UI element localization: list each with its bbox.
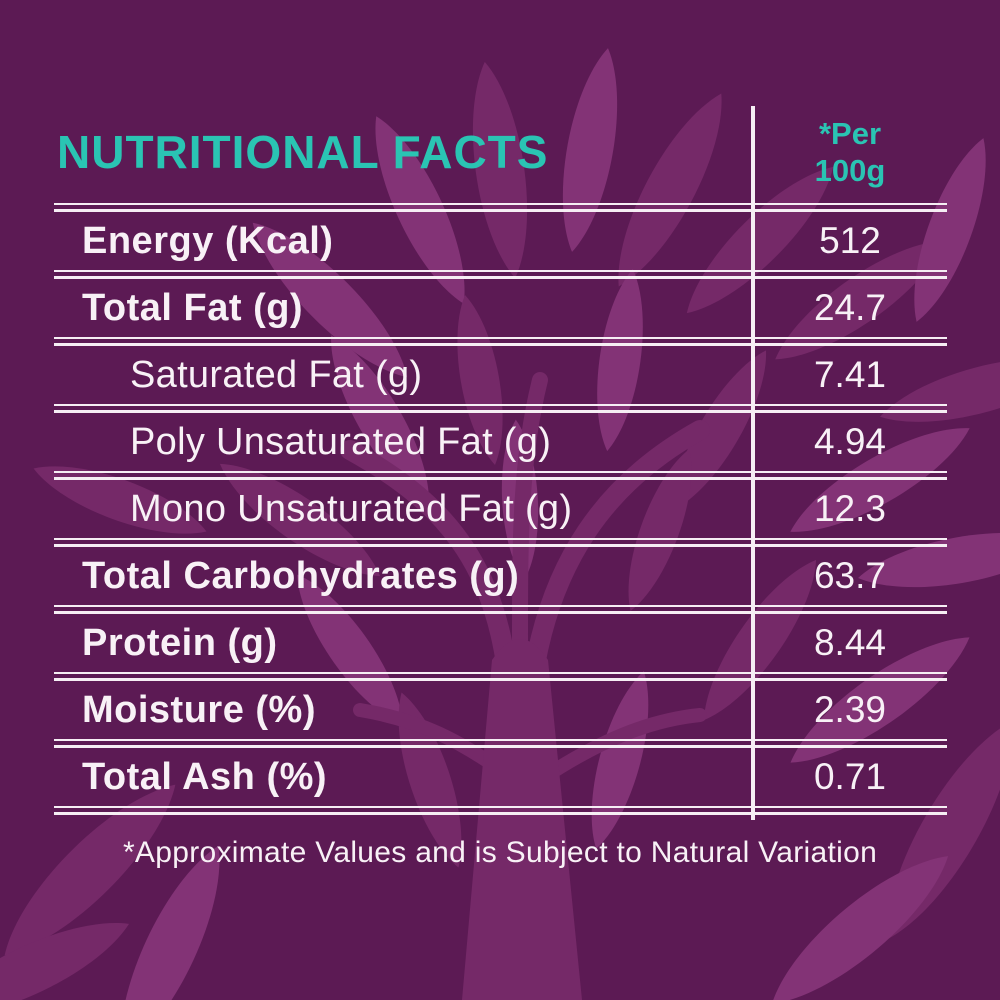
nutrition-facts-table: NUTRITIONAL FACTS *Per 100g Energy (Kcal… xyxy=(54,100,947,815)
row-value: 12.3 xyxy=(813,488,886,529)
row-value: 24.7 xyxy=(813,287,886,328)
row-label: Moisture (%) xyxy=(82,688,316,731)
row-value: 2.39 xyxy=(813,689,886,730)
per-label-line1: *Per xyxy=(818,115,882,151)
row-label: Poly Unsaturated Fat (g) xyxy=(130,420,552,463)
row-label: Total Fat (g) xyxy=(82,286,304,329)
row-value: 8.44 xyxy=(813,622,886,663)
table-row-total-ash: Total Ash (%) 0.71 xyxy=(54,748,947,806)
row-separator xyxy=(54,471,947,480)
row-separator xyxy=(54,203,947,212)
row-separator xyxy=(54,806,947,815)
row-label: Protein (g) xyxy=(82,621,278,664)
row-label: Saturated Fat (g) xyxy=(130,353,423,396)
row-separator xyxy=(54,739,947,748)
row-separator xyxy=(54,538,947,547)
row-label: Total Ash (%) xyxy=(82,755,328,798)
row-separator xyxy=(54,404,947,413)
row-value: 512 xyxy=(819,220,881,261)
row-value: 0.71 xyxy=(813,756,886,797)
table-row-energy: Energy (Kcal) 512 xyxy=(54,212,947,270)
per-label-line2: 100g xyxy=(814,152,886,188)
row-value: 4.94 xyxy=(813,421,886,462)
table-row-mono-unsaturated-fat: Mono Unsaturated Fat (g) 12.3 xyxy=(54,480,947,538)
page-title: NUTRITIONAL FACTS xyxy=(57,125,549,178)
column-divider xyxy=(751,106,755,820)
row-value: 7.41 xyxy=(813,354,886,395)
table-row-total-carbohydrates: Total Carbohydrates (g) 63.7 xyxy=(54,547,947,605)
table-row-poly-unsaturated-fat: Poly Unsaturated Fat (g) 4.94 xyxy=(54,413,947,471)
footnote: *Approximate Values and is Subject to Na… xyxy=(122,836,878,869)
table-row-moisture: Moisture (%) 2.39 xyxy=(54,681,947,739)
row-separator xyxy=(54,337,947,346)
row-value: 63.7 xyxy=(813,555,886,596)
row-separator xyxy=(54,605,947,614)
table-row-protein: Protein (g) 8.44 xyxy=(54,614,947,672)
row-label: Energy (Kcal) xyxy=(82,219,334,262)
table-row-total-fat: Total Fat (g) 24.7 xyxy=(54,279,947,337)
table-header: NUTRITIONAL FACTS *Per 100g xyxy=(54,100,947,203)
table-row-saturated-fat: Saturated Fat (g) 7.41 xyxy=(54,346,947,404)
row-label: Total Carbohydrates (g) xyxy=(82,554,520,597)
row-separator xyxy=(54,672,947,681)
row-separator xyxy=(54,270,947,279)
per-100g-label: *Per 100g xyxy=(753,100,947,203)
row-label: Mono Unsaturated Fat (g) xyxy=(130,487,573,530)
